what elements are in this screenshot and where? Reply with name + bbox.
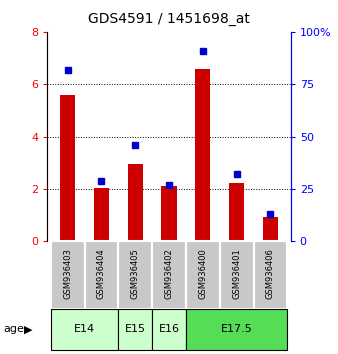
FancyBboxPatch shape — [118, 309, 152, 350]
FancyBboxPatch shape — [186, 241, 220, 309]
FancyBboxPatch shape — [51, 309, 118, 350]
FancyBboxPatch shape — [152, 309, 186, 350]
Text: GSM936406: GSM936406 — [266, 248, 275, 299]
Bar — [128, 164, 143, 241]
Bar — [195, 69, 210, 241]
FancyBboxPatch shape — [51, 241, 84, 309]
Bar — [94, 188, 109, 241]
Text: GSM936404: GSM936404 — [97, 248, 106, 299]
Text: ▶: ▶ — [24, 325, 32, 335]
Text: E16: E16 — [159, 325, 179, 335]
Text: GDS4591 / 1451698_at: GDS4591 / 1451698_at — [88, 12, 250, 27]
FancyBboxPatch shape — [118, 241, 152, 309]
Bar — [162, 187, 177, 241]
Text: GSM936403: GSM936403 — [63, 248, 72, 299]
Text: age: age — [3, 325, 24, 335]
Text: E17.5: E17.5 — [221, 325, 252, 335]
Text: E15: E15 — [125, 325, 146, 335]
Text: GSM936401: GSM936401 — [232, 248, 241, 299]
Text: GSM936402: GSM936402 — [165, 248, 173, 299]
FancyBboxPatch shape — [84, 241, 118, 309]
Text: GSM936400: GSM936400 — [198, 248, 207, 299]
Bar — [60, 95, 75, 241]
Text: E14: E14 — [74, 325, 95, 335]
FancyBboxPatch shape — [254, 241, 287, 309]
FancyBboxPatch shape — [186, 309, 287, 350]
Bar — [263, 217, 278, 241]
FancyBboxPatch shape — [152, 241, 186, 309]
FancyBboxPatch shape — [220, 241, 254, 309]
Bar — [229, 183, 244, 241]
Text: GSM936405: GSM936405 — [131, 248, 140, 299]
